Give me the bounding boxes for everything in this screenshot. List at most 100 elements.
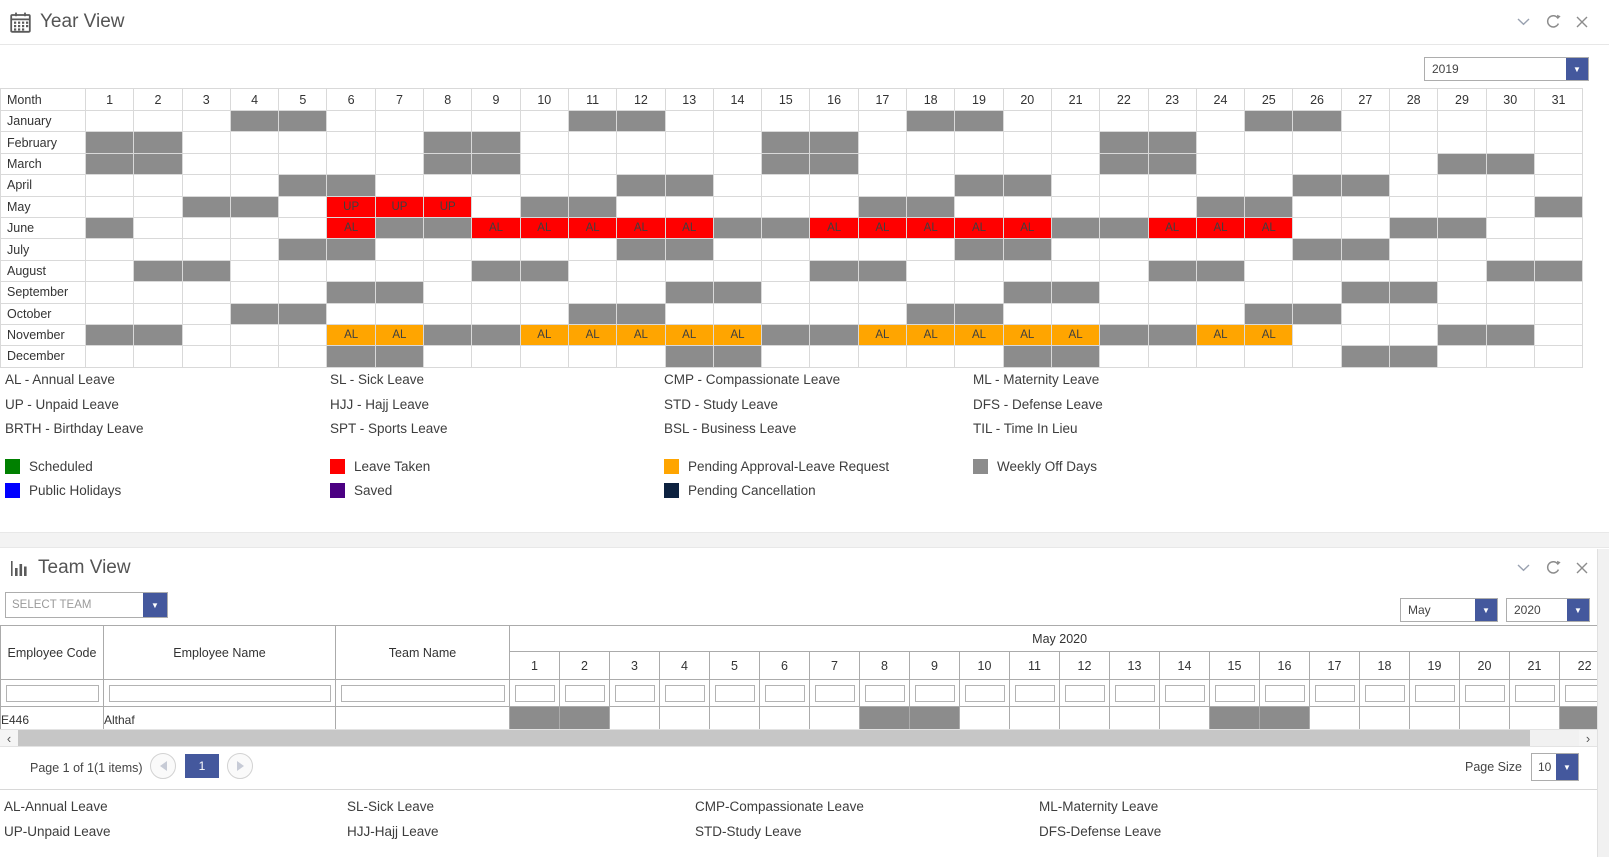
team-day-header: 8	[859, 651, 910, 680]
weekly-off-cell	[1485, 259, 1535, 283]
horizontal-scrollbar-thumb[interactable]	[18, 730, 1530, 746]
filter-cell	[1359, 679, 1410, 707]
day-cell	[1195, 345, 1246, 368]
filter-input[interactable]	[714, 684, 755, 702]
prev-page-button[interactable]	[150, 753, 176, 779]
filter-input[interactable]	[340, 684, 505, 702]
filter-input[interactable]	[864, 684, 905, 702]
leave-cell: AL	[616, 323, 666, 347]
team-select-arrow-icon[interactable]: ▼	[143, 593, 167, 617]
filter-input[interactable]	[108, 684, 331, 702]
day-cell	[1292, 195, 1342, 218]
weekly-off-cell	[84, 131, 135, 154]
year-select-arrow-icon[interactable]: ▼	[1566, 58, 1588, 80]
filter-input[interactable]	[1214, 684, 1255, 702]
filter-input[interactable]	[664, 684, 705, 702]
filter-input[interactable]	[814, 684, 855, 702]
refresh-icon[interactable]	[1545, 560, 1561, 576]
month-row: June AL AL AL AL AL AL AL AL AL AL AL AL AL AL	[0, 216, 1584, 240]
filter-input[interactable]	[564, 684, 605, 702]
weekly-off-cell	[664, 238, 714, 261]
day-cell	[181, 323, 231, 347]
scroll-left-icon[interactable]: ‹	[0, 730, 18, 746]
filter-input[interactable]	[764, 684, 805, 702]
weekly-off-cell	[906, 109, 956, 133]
filter-input[interactable]	[1514, 684, 1555, 702]
weekly-off-cell	[954, 174, 1004, 197]
team-year-select-value: 2020	[1514, 603, 1541, 617]
status-legend-label: Leave Taken	[354, 459, 431, 474]
day-cell	[133, 238, 183, 261]
filter-input[interactable]	[964, 684, 1005, 702]
collapse-chevron-icon[interactable]	[1517, 564, 1530, 572]
filter-input[interactable]	[1564, 684, 1605, 702]
page-size-arrow-icon[interactable]: ▼	[1556, 754, 1578, 780]
weekly-off-cell	[278, 302, 328, 325]
team-year-select-arrow-icon[interactable]: ▼	[1567, 599, 1589, 621]
day-cell	[1099, 259, 1149, 283]
month-select[interactable]: May ▼	[1400, 598, 1498, 622]
status-legend-label: Public Holidays	[29, 483, 122, 498]
team-day-header: 5	[709, 651, 760, 680]
filter-input[interactable]	[514, 684, 555, 702]
close-icon[interactable]	[1576, 562, 1588, 574]
day-cell	[1244, 345, 1294, 368]
filter-cell	[0, 679, 104, 707]
horizontal-scrollbar[interactable]: ‹ ›	[0, 729, 1597, 747]
day-cell	[809, 345, 859, 368]
day-column-header: 1	[84, 88, 135, 111]
day-cell	[664, 302, 714, 325]
filter-input[interactable]	[5, 684, 99, 702]
scroll-right-icon[interactable]: ›	[1579, 730, 1597, 746]
year-view-title: Year View	[40, 11, 125, 32]
day-cell	[616, 259, 666, 283]
refresh-icon[interactable]	[1545, 14, 1561, 30]
day-cell	[616, 195, 666, 218]
filter-input[interactable]	[1364, 684, 1405, 702]
filter-input[interactable]	[1264, 684, 1305, 702]
team-select[interactable]: ▼	[5, 592, 168, 618]
filter-input[interactable]	[914, 684, 955, 702]
next-page-button[interactable]	[227, 753, 253, 779]
weekly-off-cell	[954, 238, 1004, 261]
day-cell	[761, 195, 811, 218]
filter-cell	[859, 679, 910, 707]
weekly-off-cell	[1340, 174, 1391, 197]
collapse-chevron-icon[interactable]	[1517, 18, 1530, 26]
month-select-arrow-icon[interactable]: ▼	[1475, 599, 1497, 621]
team-year-select[interactable]: 2020 ▼	[1506, 598, 1590, 622]
day-cell	[809, 174, 859, 197]
filter-input[interactable]	[1414, 684, 1455, 702]
filter-input[interactable]	[1164, 684, 1205, 702]
year-select[interactable]: 2019 ▼	[1424, 57, 1589, 81]
close-icon[interactable]	[1576, 16, 1588, 28]
filter-cell	[1509, 679, 1560, 707]
day-cell	[1099, 238, 1149, 261]
day-cell	[1389, 152, 1439, 176]
day-cell	[1002, 131, 1052, 154]
day-cell	[133, 195, 183, 218]
status-legend-item: Pending Approval-Leave Request	[664, 459, 889, 474]
legend-column: Weekly Off Days	[973, 459, 1097, 483]
page-size-select[interactable]: 10 ▼	[1531, 753, 1579, 781]
filter-input[interactable]	[1114, 684, 1155, 702]
abbreviation-item: BRTH - Birthday Leave	[5, 421, 144, 436]
day-cell	[84, 281, 135, 304]
weekly-off-cell	[857, 259, 908, 283]
filter-input[interactable]	[614, 684, 655, 702]
filter-cell	[1059, 679, 1110, 707]
day-cell	[519, 302, 569, 325]
weekly-off-cell	[616, 109, 666, 133]
team-select-input[interactable]	[6, 593, 143, 617]
day-cell	[1292, 259, 1342, 283]
filter-input[interactable]	[1064, 684, 1105, 702]
day-cell	[84, 195, 135, 218]
filter-input[interactable]	[1464, 684, 1505, 702]
current-page-button[interactable]: 1	[185, 754, 219, 778]
weekly-off-cell	[1147, 131, 1197, 154]
day-cell	[278, 131, 328, 154]
filter-input[interactable]	[1014, 684, 1055, 702]
day-cell	[1485, 216, 1535, 240]
filter-input[interactable]	[1314, 684, 1355, 702]
vertical-scrollbar[interactable]	[1597, 549, 1609, 857]
